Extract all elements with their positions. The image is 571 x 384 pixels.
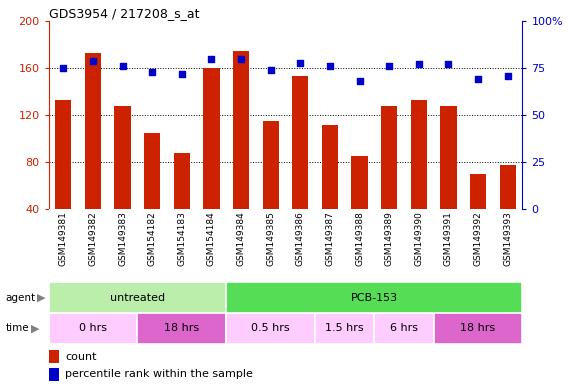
Text: GSM154182: GSM154182 [148, 212, 156, 266]
Bar [381, 106, 397, 209]
Bar [351, 156, 368, 209]
Point [503, 73, 512, 79]
Point [444, 61, 453, 68]
Text: 0 hrs: 0 hrs [79, 323, 107, 333]
Point [118, 63, 127, 70]
Text: GSM154183: GSM154183 [178, 212, 186, 266]
Text: GSM149384: GSM149384 [236, 212, 246, 266]
Bar [138, 313, 226, 344]
Bar [49, 282, 226, 313]
Point [89, 58, 98, 64]
Bar [226, 282, 522, 313]
Text: ▶: ▶ [37, 293, 46, 303]
Text: GSM154184: GSM154184 [207, 212, 216, 266]
Text: GSM149385: GSM149385 [266, 212, 275, 266]
Point [59, 65, 68, 71]
Point [325, 63, 335, 70]
Point [177, 71, 186, 77]
Bar [49, 368, 59, 381]
Bar [500, 165, 516, 209]
Point [385, 63, 394, 70]
Bar [292, 76, 308, 209]
Text: GSM149381: GSM149381 [59, 212, 68, 266]
Bar [233, 51, 249, 209]
Bar [85, 53, 101, 209]
Point [296, 60, 305, 66]
Bar [470, 174, 486, 209]
Text: 0.5 hrs: 0.5 hrs [251, 323, 290, 333]
Point [473, 76, 482, 83]
Text: 18 hrs: 18 hrs [460, 323, 496, 333]
Text: time: time [6, 323, 29, 333]
Point [414, 61, 423, 68]
Bar [55, 100, 71, 209]
Text: GSM149382: GSM149382 [89, 212, 98, 266]
Text: untreated: untreated [110, 293, 165, 303]
Text: GSM149391: GSM149391 [444, 212, 453, 266]
Text: GSM149390: GSM149390 [415, 212, 423, 266]
Bar [263, 121, 279, 209]
Point [207, 56, 216, 62]
Bar [49, 313, 138, 344]
Text: GSM149389: GSM149389 [385, 212, 393, 266]
Point [355, 78, 364, 84]
Bar [226, 313, 315, 344]
Bar [49, 350, 59, 363]
Text: 6 hrs: 6 hrs [390, 323, 418, 333]
Text: GDS3954 / 217208_s_at: GDS3954 / 217208_s_at [49, 7, 199, 20]
Bar [440, 106, 457, 209]
Text: GSM149386: GSM149386 [296, 212, 305, 266]
Bar [174, 153, 190, 209]
Text: GSM149392: GSM149392 [473, 212, 482, 266]
Text: count: count [65, 352, 96, 362]
Point [148, 69, 157, 75]
Text: 1.5 hrs: 1.5 hrs [325, 323, 364, 333]
Bar [114, 106, 131, 209]
Bar [375, 313, 433, 344]
Text: GSM149388: GSM149388 [355, 212, 364, 266]
Text: agent: agent [6, 293, 36, 303]
Text: GSM149387: GSM149387 [325, 212, 335, 266]
Text: 18 hrs: 18 hrs [164, 323, 199, 333]
Bar [411, 100, 427, 209]
Bar [433, 313, 522, 344]
Text: ▶: ▶ [31, 323, 40, 333]
Point [266, 67, 275, 73]
Text: GSM149393: GSM149393 [503, 212, 512, 266]
Bar [203, 68, 220, 209]
Bar [322, 124, 338, 209]
Text: GSM149383: GSM149383 [118, 212, 127, 266]
Bar [315, 313, 375, 344]
Bar [144, 133, 160, 209]
Text: percentile rank within the sample: percentile rank within the sample [65, 369, 253, 379]
Point [236, 56, 246, 62]
Text: PCB-153: PCB-153 [351, 293, 398, 303]
